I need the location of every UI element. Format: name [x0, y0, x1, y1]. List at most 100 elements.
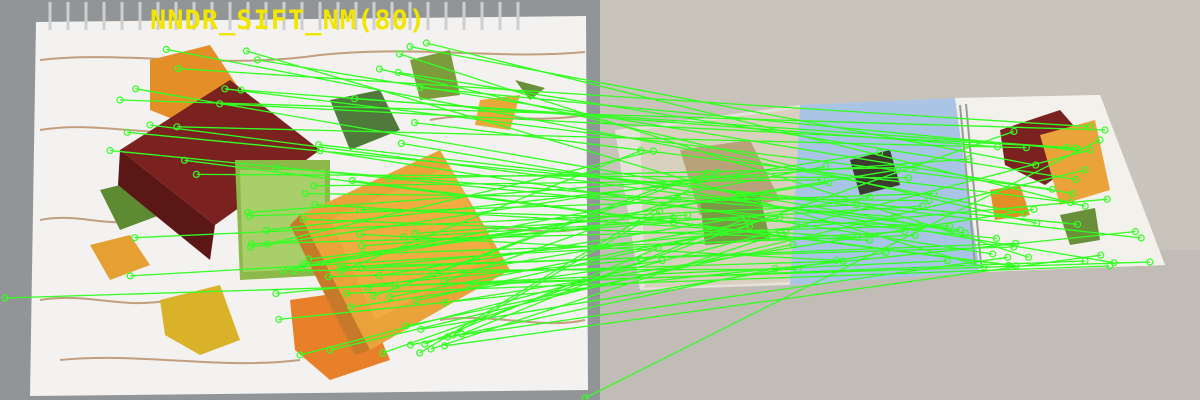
keypoint-marker	[351, 95, 359, 103]
match-line	[399, 53, 1029, 258]
keypoint-marker	[865, 193, 874, 201]
keypoint-marker	[126, 272, 134, 280]
match-line	[247, 158, 970, 214]
keypoint-marker	[1103, 195, 1111, 203]
keypoint-marker	[821, 162, 830, 170]
keypoint-marker	[581, 394, 589, 400]
keypoint-marker	[465, 281, 473, 289]
match-line	[135, 88, 966, 234]
keypoint-marker	[669, 218, 678, 226]
keypoint-marker	[402, 322, 410, 330]
keypoint-marker	[1081, 257, 1089, 265]
keypoint-marker	[246, 243, 254, 251]
keypoint-marker	[263, 226, 271, 234]
match-line	[299, 149, 1091, 356]
keypoint-marker	[735, 174, 743, 182]
keypoint-marker	[1137, 234, 1145, 242]
keypoint-marker	[411, 118, 419, 127]
keypoint-marker	[394, 68, 402, 77]
match-line	[301, 165, 826, 268]
match-lines	[4, 42, 1151, 399]
match-line	[250, 151, 880, 248]
match-line	[4, 261, 1151, 299]
keypoint-marker	[406, 42, 414, 51]
keypoint-marker	[324, 273, 332, 281]
keypoint-marker	[817, 176, 826, 184]
keypoint-marker	[1146, 258, 1154, 266]
keypoint-marker	[272, 290, 280, 298]
keypoint-marker	[1012, 262, 1020, 270]
keypoint-marker	[417, 325, 425, 333]
match-line	[424, 247, 659, 345]
keypoint-marker	[1101, 126, 1109, 134]
keypoint-marker	[272, 164, 281, 172]
keypoint-marker	[421, 340, 429, 348]
keypoint-marker	[1072, 175, 1080, 183]
keypoint-marker	[1010, 127, 1018, 135]
match-line	[305, 192, 929, 202]
left-autumn-leaves	[90, 45, 545, 380]
keypoint-marker	[1086, 146, 1094, 154]
keypoint-marker	[131, 234, 139, 242]
keypoint-marker	[684, 211, 692, 219]
keypoint-marker	[1020, 209, 1028, 217]
keypoint-marker	[237, 86, 245, 94]
keypoint-marker	[649, 147, 658, 155]
match-line	[395, 260, 948, 287]
keypoint-marker	[1032, 161, 1040, 169]
keypoint-marker	[1005, 261, 1013, 269]
keypoint-marker	[1022, 144, 1031, 152]
keypoint-marker	[386, 293, 394, 301]
match-line	[130, 230, 905, 277]
match-line	[318, 144, 1142, 239]
keypoint-marker	[943, 257, 951, 265]
keypoint-marker	[422, 39, 430, 47]
keypoint-marker	[310, 182, 318, 190]
keypoint-marker	[427, 345, 435, 353]
keypoint-marker	[364, 284, 372, 292]
algorithm-title: NNDR_SIFT_NM(80)	[150, 5, 427, 36]
keypoint-marker	[956, 226, 964, 234]
match-line	[447, 256, 1008, 338]
keypoint-marker	[411, 229, 419, 237]
keypoint-marker	[1086, 123, 1094, 131]
keypoint-marker	[279, 266, 287, 274]
match-line	[362, 234, 916, 255]
keypoint-marker	[244, 208, 252, 217]
keypoint-marker	[771, 265, 779, 273]
keypoint-marker	[1131, 227, 1140, 236]
keypoint-marker	[881, 249, 890, 257]
keypoint-marker	[335, 263, 343, 271]
match-line	[373, 172, 708, 297]
keypoint-marker	[925, 197, 933, 205]
keypoint-marker	[264, 240, 272, 248]
keypoint-marker	[379, 349, 387, 357]
keypoint-marker	[315, 141, 323, 149]
keypoint-marker	[123, 128, 131, 136]
keypoint-marker	[825, 179, 833, 187]
keypoint-marker	[173, 123, 181, 131]
keypoint-marker	[440, 278, 448, 286]
keypoint-marker	[945, 222, 954, 230]
keypoint-marker	[1024, 253, 1033, 261]
match-line	[249, 192, 934, 217]
keypoint-marker	[412, 297, 420, 305]
keypoint-marker	[853, 233, 861, 241]
keypoint-marker	[673, 195, 682, 203]
keypoint-marker	[356, 230, 364, 238]
keypoint-marker	[717, 229, 725, 237]
keypoint-marker	[444, 333, 452, 341]
keypoint-marker	[385, 175, 393, 183]
keypoint-marker	[713, 168, 721, 177]
keypoint-marker	[1097, 251, 1105, 259]
keypoint-marker	[326, 346, 334, 354]
keypoint-marker	[901, 227, 909, 236]
keypoint-marker	[669, 214, 678, 222]
keypoint-marker	[988, 250, 997, 258]
keypoint-marker	[116, 96, 124, 104]
keypoint-marker	[342, 289, 350, 297]
keypoint-marker	[299, 215, 307, 223]
keypoint-marker	[875, 149, 884, 157]
keypoint-marker	[192, 170, 200, 178]
